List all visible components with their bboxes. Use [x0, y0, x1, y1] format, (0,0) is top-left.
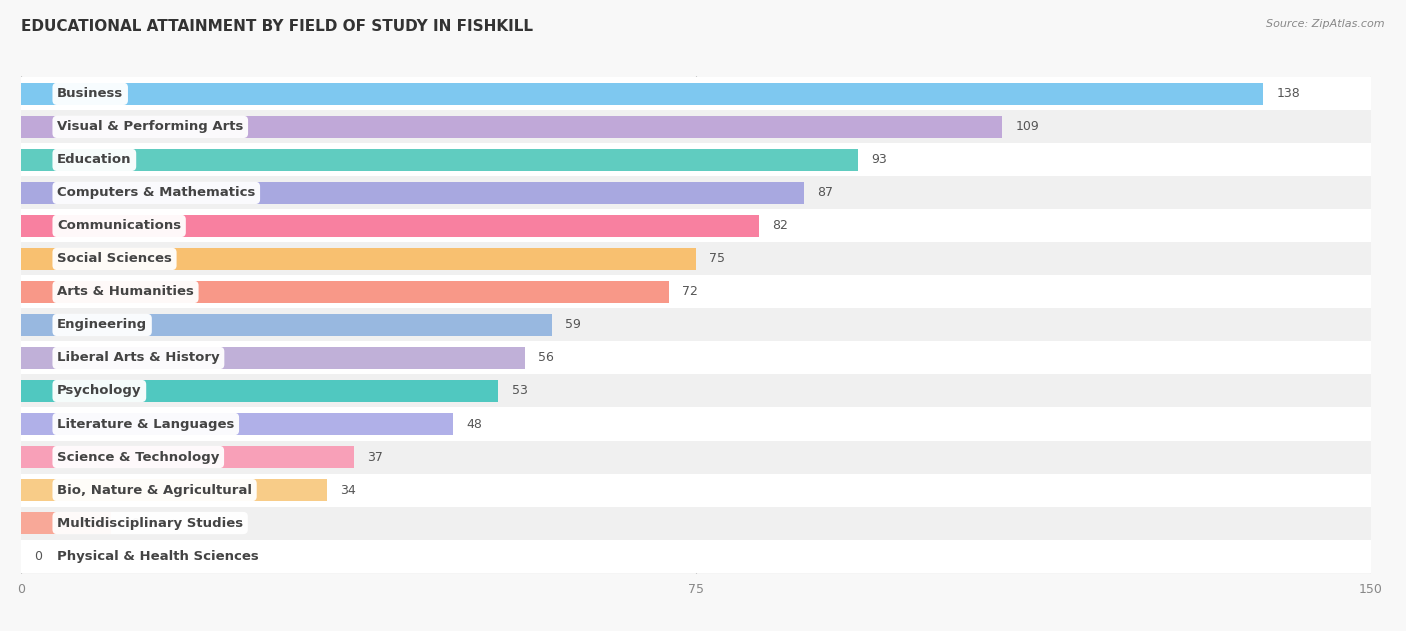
Bar	[21, 540, 1371, 572]
Bar	[21, 78, 1371, 110]
Bar	[21, 413, 453, 435]
Bar	[21, 374, 1371, 408]
Bar	[21, 83, 1263, 105]
Text: Physical & Health Sciences: Physical & Health Sciences	[58, 550, 259, 563]
Text: 37: 37	[367, 451, 384, 464]
Bar	[21, 110, 1371, 143]
Text: 10: 10	[125, 517, 141, 529]
Text: 75: 75	[710, 252, 725, 266]
Bar	[21, 341, 1371, 374]
Bar	[21, 309, 1371, 341]
Text: Education: Education	[58, 153, 132, 167]
Text: Arts & Humanities: Arts & Humanities	[58, 285, 194, 298]
Bar	[21, 215, 759, 237]
Bar	[21, 281, 669, 303]
Text: Business: Business	[58, 87, 124, 100]
Bar	[21, 479, 328, 501]
Text: 82: 82	[772, 220, 789, 232]
Text: 109: 109	[1015, 121, 1039, 133]
Text: Visual & Performing Arts: Visual & Performing Arts	[58, 121, 243, 133]
Text: 87: 87	[817, 186, 834, 199]
Text: 56: 56	[538, 351, 554, 365]
Bar	[21, 248, 696, 270]
Text: Source: ZipAtlas.com: Source: ZipAtlas.com	[1267, 19, 1385, 29]
Bar	[21, 380, 498, 402]
Text: Liberal Arts & History: Liberal Arts & History	[58, 351, 219, 365]
Bar	[21, 177, 1371, 209]
Bar	[21, 182, 804, 204]
Text: Multidisciplinary Studies: Multidisciplinary Studies	[58, 517, 243, 529]
Text: 93: 93	[872, 153, 887, 167]
Text: 59: 59	[565, 319, 581, 331]
Bar	[21, 143, 1371, 177]
Bar	[21, 314, 553, 336]
Bar	[21, 507, 1371, 540]
Text: 0: 0	[35, 550, 42, 563]
Text: EDUCATIONAL ATTAINMENT BY FIELD OF STUDY IN FISHKILL: EDUCATIONAL ATTAINMENT BY FIELD OF STUDY…	[21, 19, 533, 34]
Text: Communications: Communications	[58, 220, 181, 232]
Text: Science & Technology: Science & Technology	[58, 451, 219, 464]
Text: Engineering: Engineering	[58, 319, 148, 331]
Bar	[21, 242, 1371, 276]
Bar	[21, 445, 354, 468]
Text: 34: 34	[340, 483, 356, 497]
Text: Psychology: Psychology	[58, 384, 142, 398]
Bar	[21, 408, 1371, 440]
Bar	[21, 473, 1371, 507]
Text: Social Sciences: Social Sciences	[58, 252, 172, 266]
Text: Bio, Nature & Agricultural: Bio, Nature & Agricultural	[58, 483, 252, 497]
Text: 48: 48	[467, 418, 482, 430]
Text: Literature & Languages: Literature & Languages	[58, 418, 235, 430]
Bar	[21, 115, 1002, 138]
Bar	[21, 209, 1371, 242]
Bar	[21, 440, 1371, 473]
Text: 72: 72	[682, 285, 699, 298]
Bar	[21, 149, 858, 171]
Text: Computers & Mathematics: Computers & Mathematics	[58, 186, 256, 199]
Text: 53: 53	[512, 384, 527, 398]
Bar	[21, 276, 1371, 309]
Text: 138: 138	[1277, 87, 1301, 100]
Bar	[21, 347, 524, 369]
Bar	[21, 512, 111, 534]
